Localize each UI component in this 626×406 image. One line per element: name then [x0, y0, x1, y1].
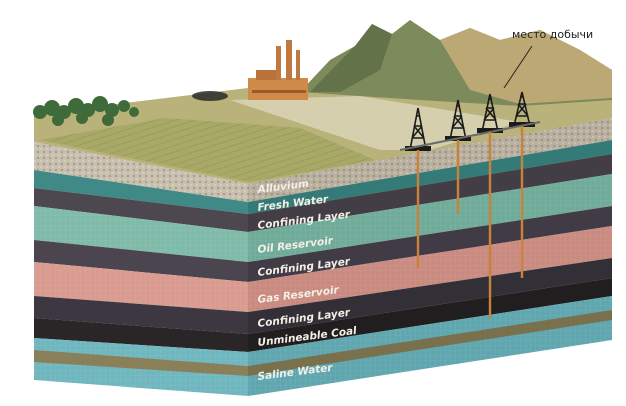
mountain-slope [440, 28, 612, 104]
derrick-3 [477, 93, 503, 133]
surface-pipeline [399, 121, 541, 151]
processing-plant [192, 40, 308, 101]
derrick-1 [405, 107, 431, 151]
callout-leader [503, 45, 533, 89]
farm-field-base [40, 118, 375, 182]
layer-unmineable-coal [34, 318, 248, 352]
well-pipes [416, 126, 524, 318]
tree-line [33, 96, 139, 126]
derrick-4 [509, 91, 535, 127]
layer-fresh-water [34, 170, 248, 214]
surface-landscape [33, 20, 612, 184]
strata-front [34, 142, 248, 396]
callout-text: место добычи [512, 28, 593, 41]
callout: место добычи [503, 28, 593, 89]
layer-confining-2 [34, 240, 248, 282]
layer-confining-3 [34, 296, 248, 334]
layer-confining-1 [34, 188, 248, 232]
mountain-shadow [310, 24, 392, 92]
layer-bedrock-band [34, 350, 248, 376]
